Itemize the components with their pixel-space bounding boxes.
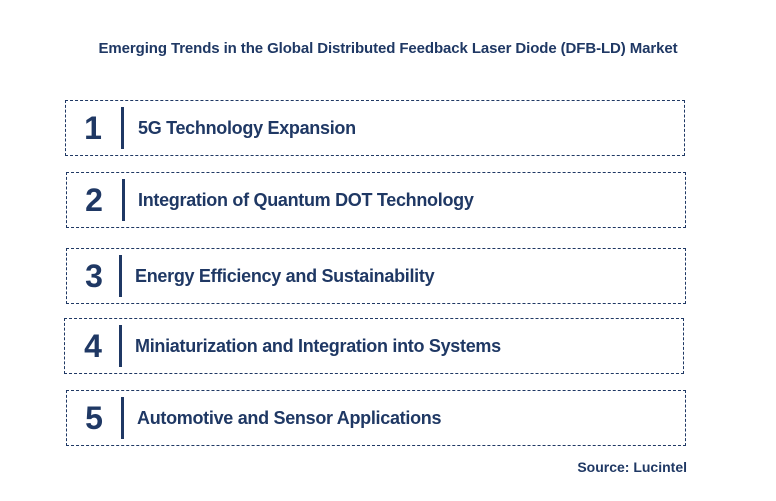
trend-number: 3 [85,257,103,294]
chart-title: Emerging Trends in the Global Distribute… [98,40,678,57]
trend-divider [121,107,124,149]
trend-label: Energy Efficiency and Sustainability [135,265,435,286]
trend-item-2: 2 Integration of Quantum DOT Technology [66,172,686,228]
trend-divider [119,325,122,367]
trend-number: 2 [85,181,103,218]
trend-divider [122,179,125,221]
trend-label: Integration of Quantum DOT Technology [138,189,474,210]
trend-divider [119,255,122,297]
trend-item-4: 4 Miniaturization and Integration into S… [64,318,684,374]
trend-item-3: 3 Energy Efficiency and Sustainability [66,248,686,304]
trend-item-1: 1 5G Technology Expansion [65,100,685,156]
trend-number: 4 [84,327,102,364]
trend-label: Miniaturization and Integration into Sys… [135,335,501,356]
trend-label: 5G Technology Expansion [138,117,356,138]
source-credit: Source: Lucintel [577,459,687,475]
trend-number: 5 [85,399,103,436]
trend-divider [121,397,124,439]
trend-label: Automotive and Sensor Applications [137,407,442,428]
trend-item-5: 5 Automotive and Sensor Applications [66,390,686,446]
trend-number: 1 [84,109,102,146]
